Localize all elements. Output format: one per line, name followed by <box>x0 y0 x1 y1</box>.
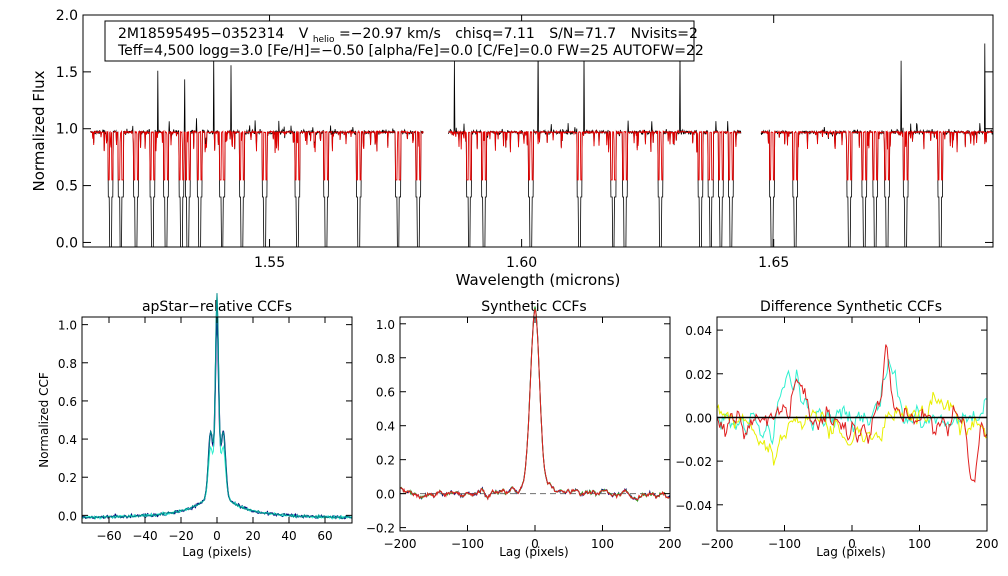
synthetic-ccf-series-line <box>399 306 671 503</box>
difference-ccf-y-ticks: −0.04 −0.02 0.00 0.02 0.04 <box>675 324 987 513</box>
observed-spectrum-line <box>760 43 994 248</box>
x-tick-label: 1.60 <box>506 255 537 271</box>
apstar-ccf-y-label: Normalized CCF <box>37 372 51 468</box>
y-tick-label: −0.04 <box>675 499 712 513</box>
spectrum-y-label: Normalized Flux <box>30 70 48 191</box>
y-tick-label: 1.0 <box>58 319 77 333</box>
difference-ccf-series-line <box>716 358 988 446</box>
y-tick-label: 0.6 <box>58 395 77 409</box>
star-info-frame <box>104 20 695 62</box>
y-tick-label: −0.2 <box>366 522 395 536</box>
apstar-ccf-panel: apStar−relative CCFs −60 −40 −20 0 20 40 60 0.… <box>37 293 353 559</box>
spectrum-chip-2 <box>448 43 742 248</box>
y-tick-label: 1.5 <box>56 65 78 81</box>
v-helio-subscript: helio <box>313 35 335 45</box>
y-tick-label: 1.0 <box>376 318 395 332</box>
synthetic-ccf-series-line <box>399 308 671 501</box>
y-tick-label: 0.4 <box>58 433 77 447</box>
y-tick-label: 0.2 <box>376 454 395 468</box>
y-tick-label: 0.8 <box>376 352 395 366</box>
chisq-value: chisq=7.11 <box>455 26 535 42</box>
y-tick-label: 0.04 <box>685 324 712 338</box>
apstar-ccf-series-line <box>81 316 353 520</box>
synthetic-ccf-curves <box>399 306 671 503</box>
difference-ccf-x-label: Lag (pixels) <box>816 545 886 559</box>
spectrum-chip-1 <box>90 55 424 248</box>
y-tick-label: 0.6 <box>376 386 395 400</box>
x-tick-label: 40 <box>281 529 296 543</box>
x-tick-label: −40 <box>132 529 157 543</box>
spectrum-panel: 1.55 1.60 1.65 0.0 0.5 1.0 1.5 2.0 Wavelength … <box>30 8 994 289</box>
x-tick-label: 200 <box>976 537 999 551</box>
y-tick-label: 0.02 <box>685 368 712 382</box>
x-tick-label: −100 <box>768 537 801 551</box>
x-tick-label: 1.55 <box>254 255 285 271</box>
x-tick-label: −200 <box>701 537 734 551</box>
x-tick-label: 200 <box>659 537 682 551</box>
x-tick-label: 20 <box>245 529 260 543</box>
x-tick-label: −200 <box>384 537 417 551</box>
y-tick-label: 0.0 <box>56 235 78 251</box>
difference-ccf-title: Difference Synthetic CCFs <box>760 299 942 315</box>
y-tick-label: 0.4 <box>376 420 395 434</box>
spectrum-chip-3 <box>760 43 994 248</box>
synthetic-ccf-panel: Synthetic CCFs −200 −100 0 100 200 −0.2 0.0 0.… <box>366 299 682 559</box>
synthetic-ccf-frame <box>399 316 671 532</box>
difference-ccf-series-line <box>716 344 988 483</box>
x-tick-label: 0 <box>848 537 856 551</box>
synthetic-ccf-series-line <box>399 306 671 502</box>
model-spectrum-line <box>90 129 424 181</box>
x-tick-label: −60 <box>96 529 121 543</box>
y-tick-label: −0.02 <box>675 455 712 469</box>
x-tick-label: 0 <box>213 529 221 543</box>
difference-ccf-panel: Difference Synthetic CCFs −200 −100 0 100 20… <box>675 299 998 559</box>
apstar-ccf-x-ticks: −60 −40 −20 0 20 40 60 <box>96 317 333 543</box>
star-info-box: 2M18595495−0352314 V helio =−20.97 km/s … <box>104 20 704 62</box>
x-tick-label: −100 <box>451 537 484 551</box>
difference-ccf-series-line <box>716 391 988 466</box>
x-tick-label: 60 <box>317 529 332 543</box>
apstar-ccf-x-label: Lag (pixels) <box>182 545 252 559</box>
synthetic-ccf-y-ticks: −0.2 0.0 0.2 0.4 0.6 0.8 1.0 <box>366 318 670 536</box>
y-tick-label: 1.0 <box>56 122 78 138</box>
x-tick-label: 100 <box>908 537 931 551</box>
apstar-ccf-frame <box>81 316 353 524</box>
y-tick-label: 0.5 <box>56 179 78 195</box>
y-tick-label: 2.0 <box>56 8 78 24</box>
x-tick-label: −20 <box>168 529 193 543</box>
y-tick-label: 0.00 <box>685 411 712 425</box>
x-tick-label: 0 <box>531 537 539 551</box>
difference-ccf-curves <box>716 344 988 483</box>
y-tick-label: 0.0 <box>376 488 395 502</box>
star-info-line-2: Teff=4,500 logg=3.0 [Fe/H]=−0.50 [alpha/… <box>117 43 704 59</box>
spectrum-x-label: Wavelength (microns) <box>456 271 621 289</box>
synthetic-ccf-x-label: Lag (pixels) <box>499 545 569 559</box>
synthetic-ccf-title: Synthetic CCFs <box>481 299 586 315</box>
spectrum-y-ticks: 0.0 0.5 1.0 1.5 2.0 <box>56 8 993 251</box>
snr-value: S/N=71.7 <box>549 26 616 42</box>
synthetic-ccf-x-ticks: −200 −100 0 100 200 <box>384 317 682 551</box>
model-spectrum-line <box>760 129 994 181</box>
spectrum-frame <box>82 14 994 248</box>
star-id: 2M18595495−0352314 <box>118 26 284 42</box>
y-tick-label: 0.2 <box>58 471 77 485</box>
x-tick-label: 100 <box>591 537 614 551</box>
apstar-ccf-y-ticks: 0.0 0.2 0.4 0.6 0.8 1.0 <box>58 319 352 523</box>
v-helio-value: =−20.97 km/s <box>339 26 441 42</box>
nvisits-value: Nvisits=2 <box>631 26 698 42</box>
v-helio-prefix: V <box>299 26 309 42</box>
model-spectrum-line <box>448 129 742 181</box>
apstar-ccf-series-line <box>81 293 353 520</box>
difference-ccf-x-ticks: −200 −100 0 100 200 <box>701 317 999 551</box>
apstar-ccf-curves <box>81 293 353 521</box>
star-info-line-1: 2M18595495−0352314 V helio =−20.97 km/s … <box>118 26 698 46</box>
spectrum-x-ticks: 1.55 1.60 1.65 <box>254 15 789 271</box>
y-tick-label: 0.0 <box>58 509 77 523</box>
y-tick-label: 0.8 <box>58 357 77 371</box>
x-tick-label: 1.65 <box>758 255 789 271</box>
